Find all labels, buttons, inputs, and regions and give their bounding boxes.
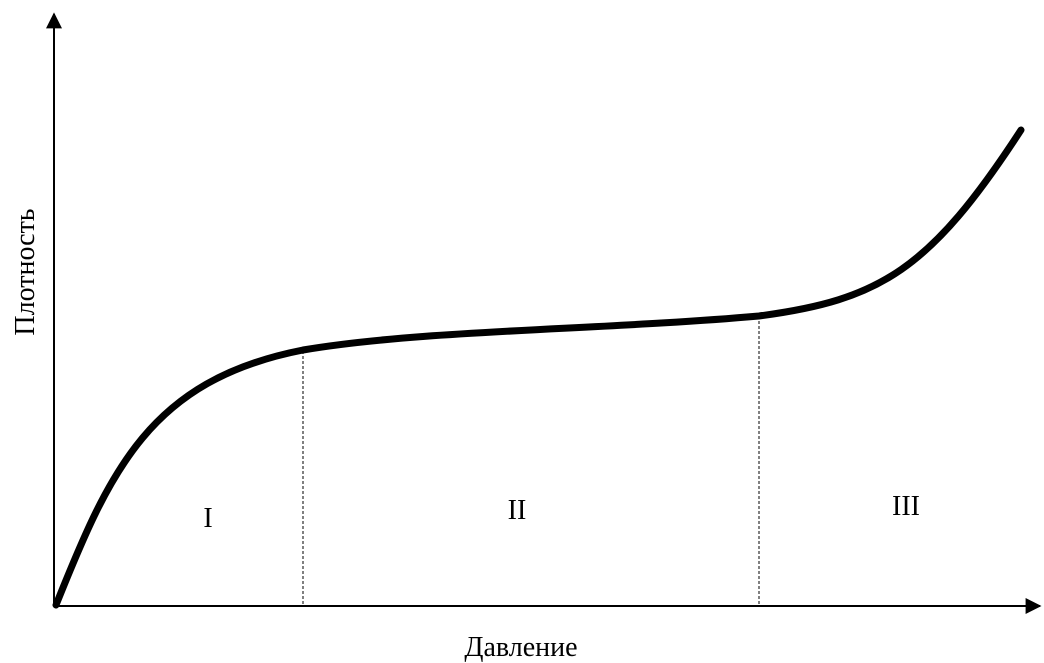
y-axis-title: Плотность xyxy=(10,208,41,335)
density-curve xyxy=(52,126,1025,609)
zone-label-ii: II xyxy=(508,495,527,526)
zone-label-i: I xyxy=(203,503,212,534)
x-axis-title: Давление xyxy=(464,632,577,663)
zone-label-iii: III xyxy=(892,491,920,522)
